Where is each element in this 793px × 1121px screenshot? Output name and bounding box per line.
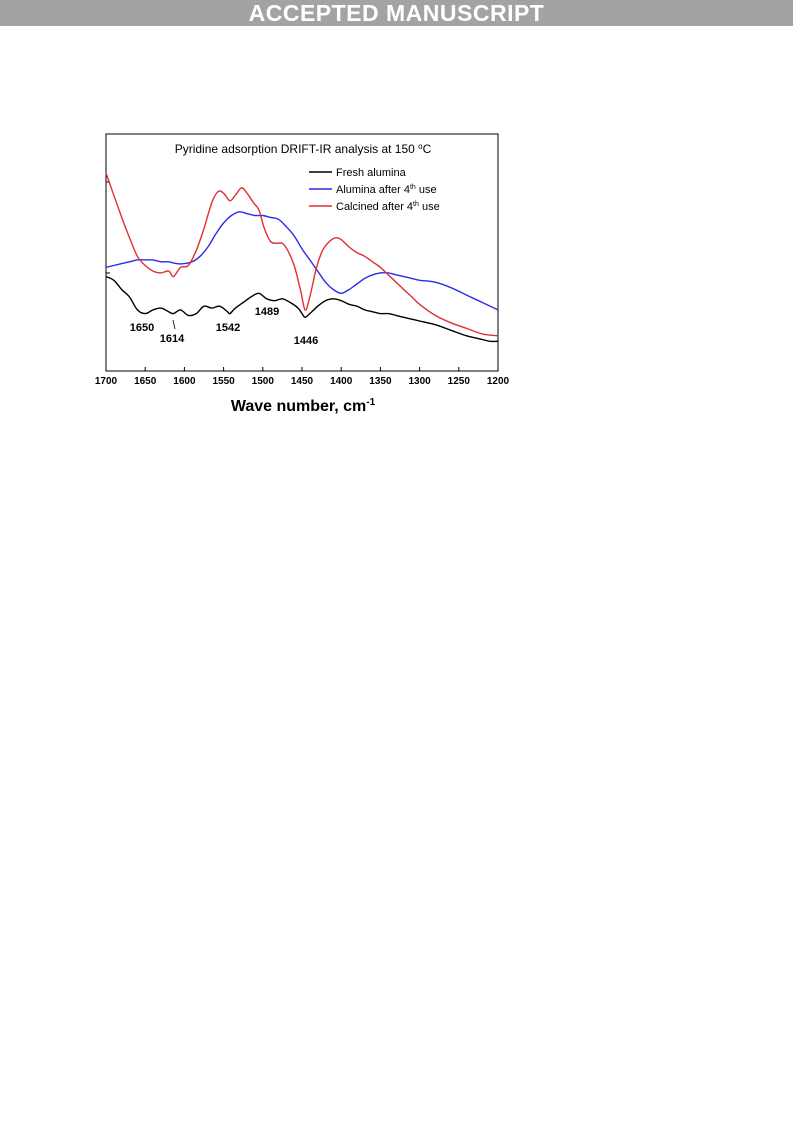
annotation-label-1489: 1489 xyxy=(255,306,279,318)
x-tick-label-1300: 1300 xyxy=(408,376,431,387)
annotation-label-1614: 1614 xyxy=(160,333,185,345)
ir-spectrum-figure: 1700 1650 1600 1550 1500 1450 1400 1350 1300 1250… xyxy=(95,128,515,415)
x-tick-label-1500: 1500 xyxy=(252,376,275,387)
series-line-fresh-alumina xyxy=(105,275,499,343)
x-tick-label-1400: 1400 xyxy=(330,376,353,387)
x-tick-label-1200: 1200 xyxy=(487,376,510,387)
plot-area-frame xyxy=(105,133,499,372)
annotation-label-1446: 1446 xyxy=(294,335,318,347)
annotation-label-1542: 1542 xyxy=(216,322,240,334)
chart-title: Pyridine adsorption DRIFT-IR analysis at… xyxy=(175,142,432,156)
x-tick-label-1450: 1450 xyxy=(291,376,314,387)
x-axis-label: Wave number, cm-1 xyxy=(231,397,376,415)
x-tick-label-1250: 1250 xyxy=(448,376,471,387)
legend-label-alumina-after-4th-use: Alumina after 4th use xyxy=(336,184,437,196)
chart-svg: 1700 1650 1600 1550 1500 1450 1400 1350 1300 1250… xyxy=(95,133,510,415)
series-line-calcined-after-4th-use xyxy=(105,172,499,337)
annotation-leader-1614 xyxy=(172,319,176,330)
x-tick-label-1350: 1350 xyxy=(369,376,392,387)
accepted-manuscript-banner: ACCEPTED MANUSCRIPT xyxy=(0,0,793,26)
series-line-alumina-after-4th-use xyxy=(105,211,499,311)
x-tick-label-1700: 1700 xyxy=(95,376,118,387)
x-tick-label-1550: 1550 xyxy=(212,376,235,387)
x-tick-label-1600: 1600 xyxy=(173,376,196,387)
legend-label-fresh-alumina: Fresh alumina xyxy=(336,167,407,179)
banner-text: ACCEPTED MANUSCRIPT xyxy=(248,0,545,26)
legend-label-calcined-after-4th-use: Calcined after 4th use xyxy=(336,201,440,213)
annotation-label-1650: 1650 xyxy=(130,322,154,334)
x-tick-label-1650: 1650 xyxy=(134,376,157,387)
